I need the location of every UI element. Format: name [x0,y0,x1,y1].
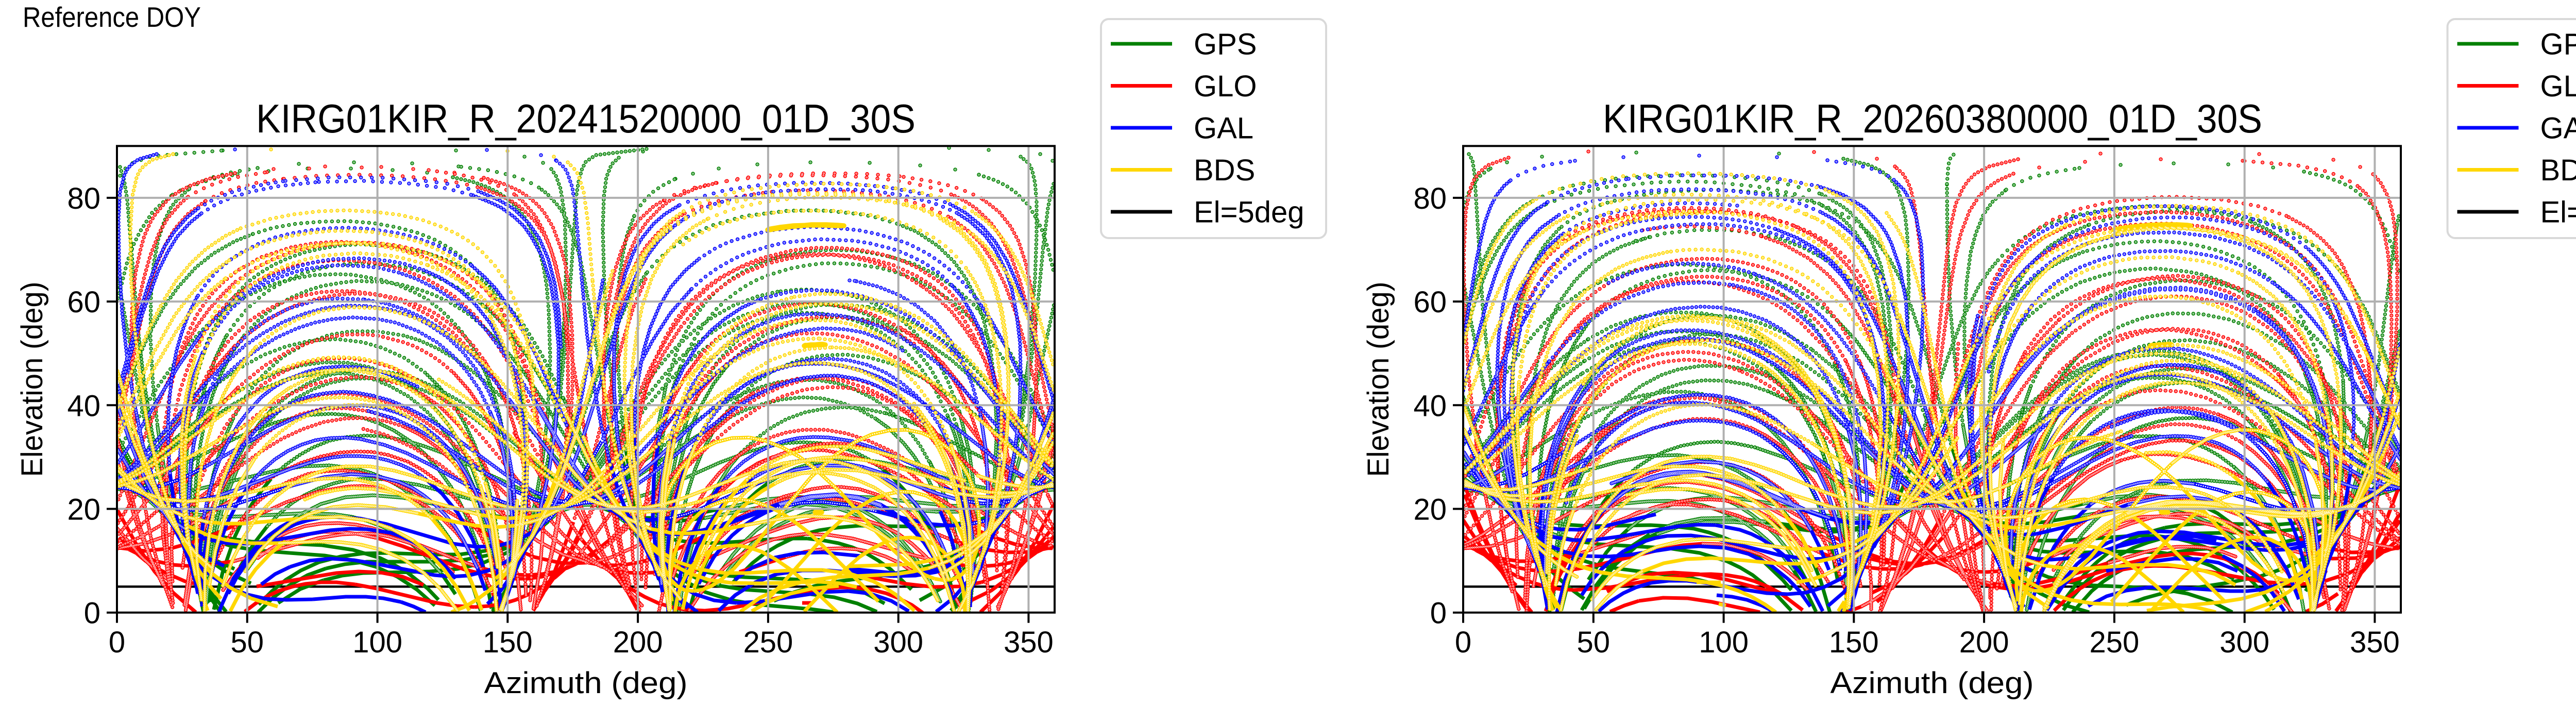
svg-text:0: 0 [109,626,125,659]
svg-text:Azimuth (deg): Azimuth (deg) [484,666,688,700]
svg-text:KIRG01KIR_R_20241520000_01D_30: KIRG01KIR_R_20241520000_01D_30S [256,96,916,141]
svg-text:BDS: BDS [2540,154,2576,187]
svg-text:El=5deg: El=5deg [1194,196,1304,229]
svg-text:60: 60 [1413,285,1447,319]
svg-text:100: 100 [1699,626,1749,659]
svg-text:150: 150 [483,626,533,659]
svg-text:100: 100 [352,626,402,659]
svg-text:Elevation (deg): Elevation (deg) [1362,282,1395,477]
svg-text:250: 250 [2090,626,2140,659]
svg-text:KIRG01KIR_R_20260380000_01D_30: KIRG01KIR_R_20260380000_01D_30S [1603,96,2262,141]
svg-text:300: 300 [873,626,923,659]
svg-text:GLO: GLO [1194,70,1257,103]
svg-text:60: 60 [67,285,100,319]
svg-text:200: 200 [613,626,663,659]
svg-text:300: 300 [2219,626,2269,659]
svg-text:0: 0 [1455,626,1471,659]
svg-text:GPS: GPS [2540,28,2576,61]
svg-text:150: 150 [1829,626,1879,659]
svg-text:BDS: BDS [1194,154,1255,187]
svg-text:GLO: GLO [2540,70,2576,103]
svg-text:50: 50 [1577,626,1611,659]
svg-text:40: 40 [1413,389,1447,423]
svg-text:40: 40 [67,389,100,423]
svg-text:Elevation (deg): Elevation (deg) [15,282,49,477]
svg-text:0: 0 [1430,597,1447,630]
svg-text:GAL: GAL [2540,112,2576,145]
svg-text:20: 20 [1413,493,1447,527]
svg-text:80: 80 [1413,182,1447,215]
svg-text:El=5deg: El=5deg [2540,196,2576,229]
svg-text:GPS: GPS [1194,28,1257,61]
svg-text:350: 350 [1004,626,1054,659]
svg-text:200: 200 [1959,626,2009,659]
svg-text:350: 350 [2350,626,2400,659]
svg-text:GAL: GAL [1194,112,1253,145]
svg-text:50: 50 [231,626,264,659]
svg-text:Azimuth (deg): Azimuth (deg) [1831,666,2034,700]
svg-text:20: 20 [67,493,100,527]
svg-text:80: 80 [67,182,100,215]
svg-text:250: 250 [743,626,793,659]
svg-text:0: 0 [84,597,100,630]
svg-text:Reference DOY: Reference DOY [23,1,201,33]
